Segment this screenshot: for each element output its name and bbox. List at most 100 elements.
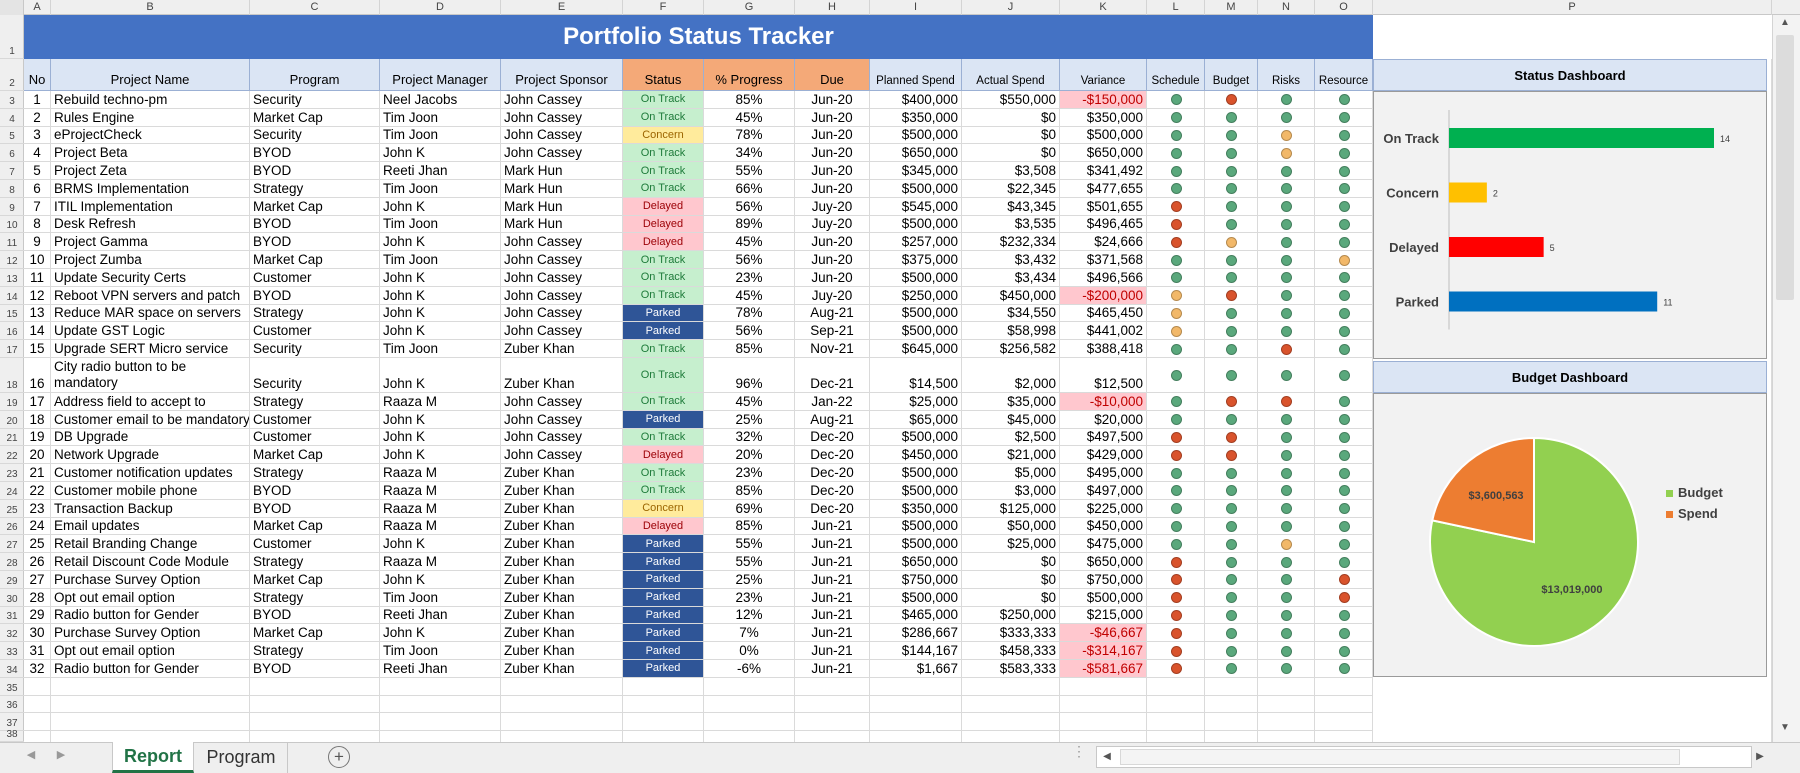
column-header-k[interactable]: K: [1060, 0, 1147, 15]
row-header-9[interactable]: 9: [0, 198, 24, 216]
header-status[interactable]: Status: [623, 59, 704, 91]
cell-project-name[interactable]: Email updates: [54, 518, 140, 534]
cell-status[interactable]: Parked: [623, 660, 703, 677]
cell-status[interactable]: On Track: [623, 162, 703, 179]
cell-actual-spend[interactable]: $5,000: [1014, 464, 1056, 480]
cell-due[interactable]: Jun-21: [811, 660, 853, 676]
cell-project-name[interactable]: Reboot VPN servers and patch: [54, 287, 241, 303]
cell-risks[interactable]: [1258, 393, 1315, 411]
cell-project-sponsor[interactable]: Zuber Khan: [504, 571, 575, 587]
cell-variance[interactable]: $650,000: [1086, 145, 1143, 161]
cell-resource[interactable]: [1315, 91, 1373, 109]
cell-schedule[interactable]: [1147, 642, 1205, 660]
column-header-o[interactable]: O: [1315, 0, 1373, 15]
tab-splitter-handle[interactable]: ⋮: [1072, 743, 1086, 759]
cell-project-name[interactable]: Retail Discount Code Module: [54, 553, 229, 569]
cell-project-name[interactable]: Rules Engine: [54, 109, 135, 125]
cell-risks[interactable]: [1258, 340, 1315, 358]
row-header-27[interactable]: 27: [0, 535, 24, 554]
cell-progress[interactable]: 85%: [735, 340, 763, 356]
cell-resource[interactable]: [1315, 144, 1373, 162]
cell-no[interactable]: 4: [33, 145, 41, 161]
cell-schedule[interactable]: [1147, 127, 1205, 145]
header-budget[interactable]: Budget: [1205, 59, 1258, 91]
cell-actual-spend[interactable]: $450,000: [999, 287, 1056, 303]
cell-no[interactable]: 19: [29, 429, 45, 445]
cell-no[interactable]: 6: [33, 180, 41, 196]
cell-risks[interactable]: [1258, 322, 1315, 340]
cell-schedule[interactable]: [1147, 305, 1205, 323]
cell-project-manager[interactable]: Raaza M: [383, 393, 438, 409]
cell-status[interactable]: Parked: [623, 606, 703, 624]
cell-progress[interactable]: 85%: [735, 482, 763, 498]
row-header-23[interactable]: 23: [0, 464, 24, 482]
cell-due[interactable]: Jun-21: [811, 553, 853, 569]
row-header-12[interactable]: 12: [0, 251, 24, 269]
cell-schedule[interactable]: [1147, 464, 1205, 482]
cell-planned-spend[interactable]: $500,000: [901, 482, 958, 498]
cell-due[interactable]: Jun-20: [811, 234, 853, 250]
cell-budget[interactable]: [1205, 553, 1258, 571]
header-project-name[interactable]: Project Name: [51, 59, 250, 91]
cell-program[interactable]: Strategy: [253, 553, 304, 569]
cell-budget[interactable]: [1205, 393, 1258, 411]
cell-budget[interactable]: [1205, 180, 1258, 198]
cell-variance[interactable]: $371,568: [1086, 251, 1143, 267]
cell-progress[interactable]: 45%: [735, 287, 763, 303]
cell-budget[interactable]: [1205, 535, 1258, 553]
cell-progress[interactable]: 69%: [735, 500, 763, 516]
cell-project-sponsor[interactable]: Zuber Khan: [504, 660, 575, 676]
cell-project-manager[interactable]: Tim Joon: [383, 642, 439, 658]
cell-project-name[interactable]: City radio button to be mandatory: [54, 359, 187, 390]
scroll-up-icon[interactable]: ▲: [1780, 17, 1790, 28]
cell-project-manager[interactable]: John K: [383, 376, 426, 391]
cell-variance[interactable]: $477,655: [1086, 180, 1143, 196]
cell-progress[interactable]: 89%: [735, 216, 763, 232]
cell-project-manager[interactable]: John K: [383, 625, 426, 641]
cell-planned-spend[interactable]: $650,000: [901, 553, 958, 569]
cell-planned-spend[interactable]: $250,000: [901, 287, 958, 303]
row-header-6[interactable]: 6: [0, 144, 24, 163]
cell-progress[interactable]: 78%: [735, 305, 763, 321]
cell-program[interactable]: Strategy: [253, 393, 304, 409]
cell-no[interactable]: 1: [33, 91, 41, 107]
cell-planned-spend[interactable]: $500,000: [901, 323, 958, 339]
cell-risks[interactable]: [1258, 429, 1315, 447]
cell-schedule[interactable]: [1147, 660, 1205, 678]
cell-status[interactable]: On Track: [623, 108, 703, 126]
column-header-e[interactable]: E: [501, 0, 623, 15]
cell-budget[interactable]: [1205, 127, 1258, 145]
header-variance[interactable]: Variance: [1060, 59, 1147, 91]
cell-due[interactable]: Aug-21: [810, 305, 854, 321]
cell-project-name[interactable]: Transaction Backup: [54, 500, 173, 516]
cell-resource[interactable]: [1315, 429, 1373, 447]
cell-risks[interactable]: [1258, 446, 1315, 464]
cell-schedule[interactable]: [1147, 482, 1205, 500]
row-header-4[interactable]: 4: [0, 109, 24, 127]
cell-risks[interactable]: [1258, 109, 1315, 127]
cell-no[interactable]: 28: [29, 589, 45, 605]
budget-dashboard-chart[interactable]: $13,019,000 $3,600,563 Budget Spend: [1373, 393, 1767, 677]
cell-no[interactable]: 16: [29, 376, 45, 391]
cell-progress[interactable]: 12%: [735, 607, 763, 623]
cell-no[interactable]: 14: [29, 323, 45, 339]
cell-project-name[interactable]: Project Zumba: [54, 251, 142, 267]
cell-variance[interactable]: -$314,167: [1060, 642, 1146, 659]
row-header-33[interactable]: 33: [0, 642, 24, 660]
cell-resource[interactable]: [1315, 251, 1373, 269]
cell-resource[interactable]: [1315, 322, 1373, 340]
cell-project-sponsor[interactable]: John Cassey: [504, 234, 583, 250]
cell-actual-spend[interactable]: $45,000: [1007, 411, 1056, 427]
column-header-n[interactable]: N: [1258, 0, 1315, 15]
row-header-16[interactable]: 16: [0, 322, 24, 341]
row-header-7[interactable]: 7: [0, 162, 24, 180]
cell-no[interactable]: 11: [29, 269, 44, 285]
cell-resource[interactable]: [1315, 198, 1373, 216]
cell-budget[interactable]: [1205, 607, 1258, 625]
cell-budget[interactable]: [1205, 660, 1258, 678]
cell-project-name[interactable]: ITIL Implementation: [54, 198, 173, 214]
cell-planned-spend[interactable]: $645,000: [901, 340, 958, 356]
cell-resource[interactable]: [1315, 464, 1373, 482]
row-header-11[interactable]: 11: [0, 233, 24, 252]
header-program[interactable]: Program: [250, 59, 380, 91]
